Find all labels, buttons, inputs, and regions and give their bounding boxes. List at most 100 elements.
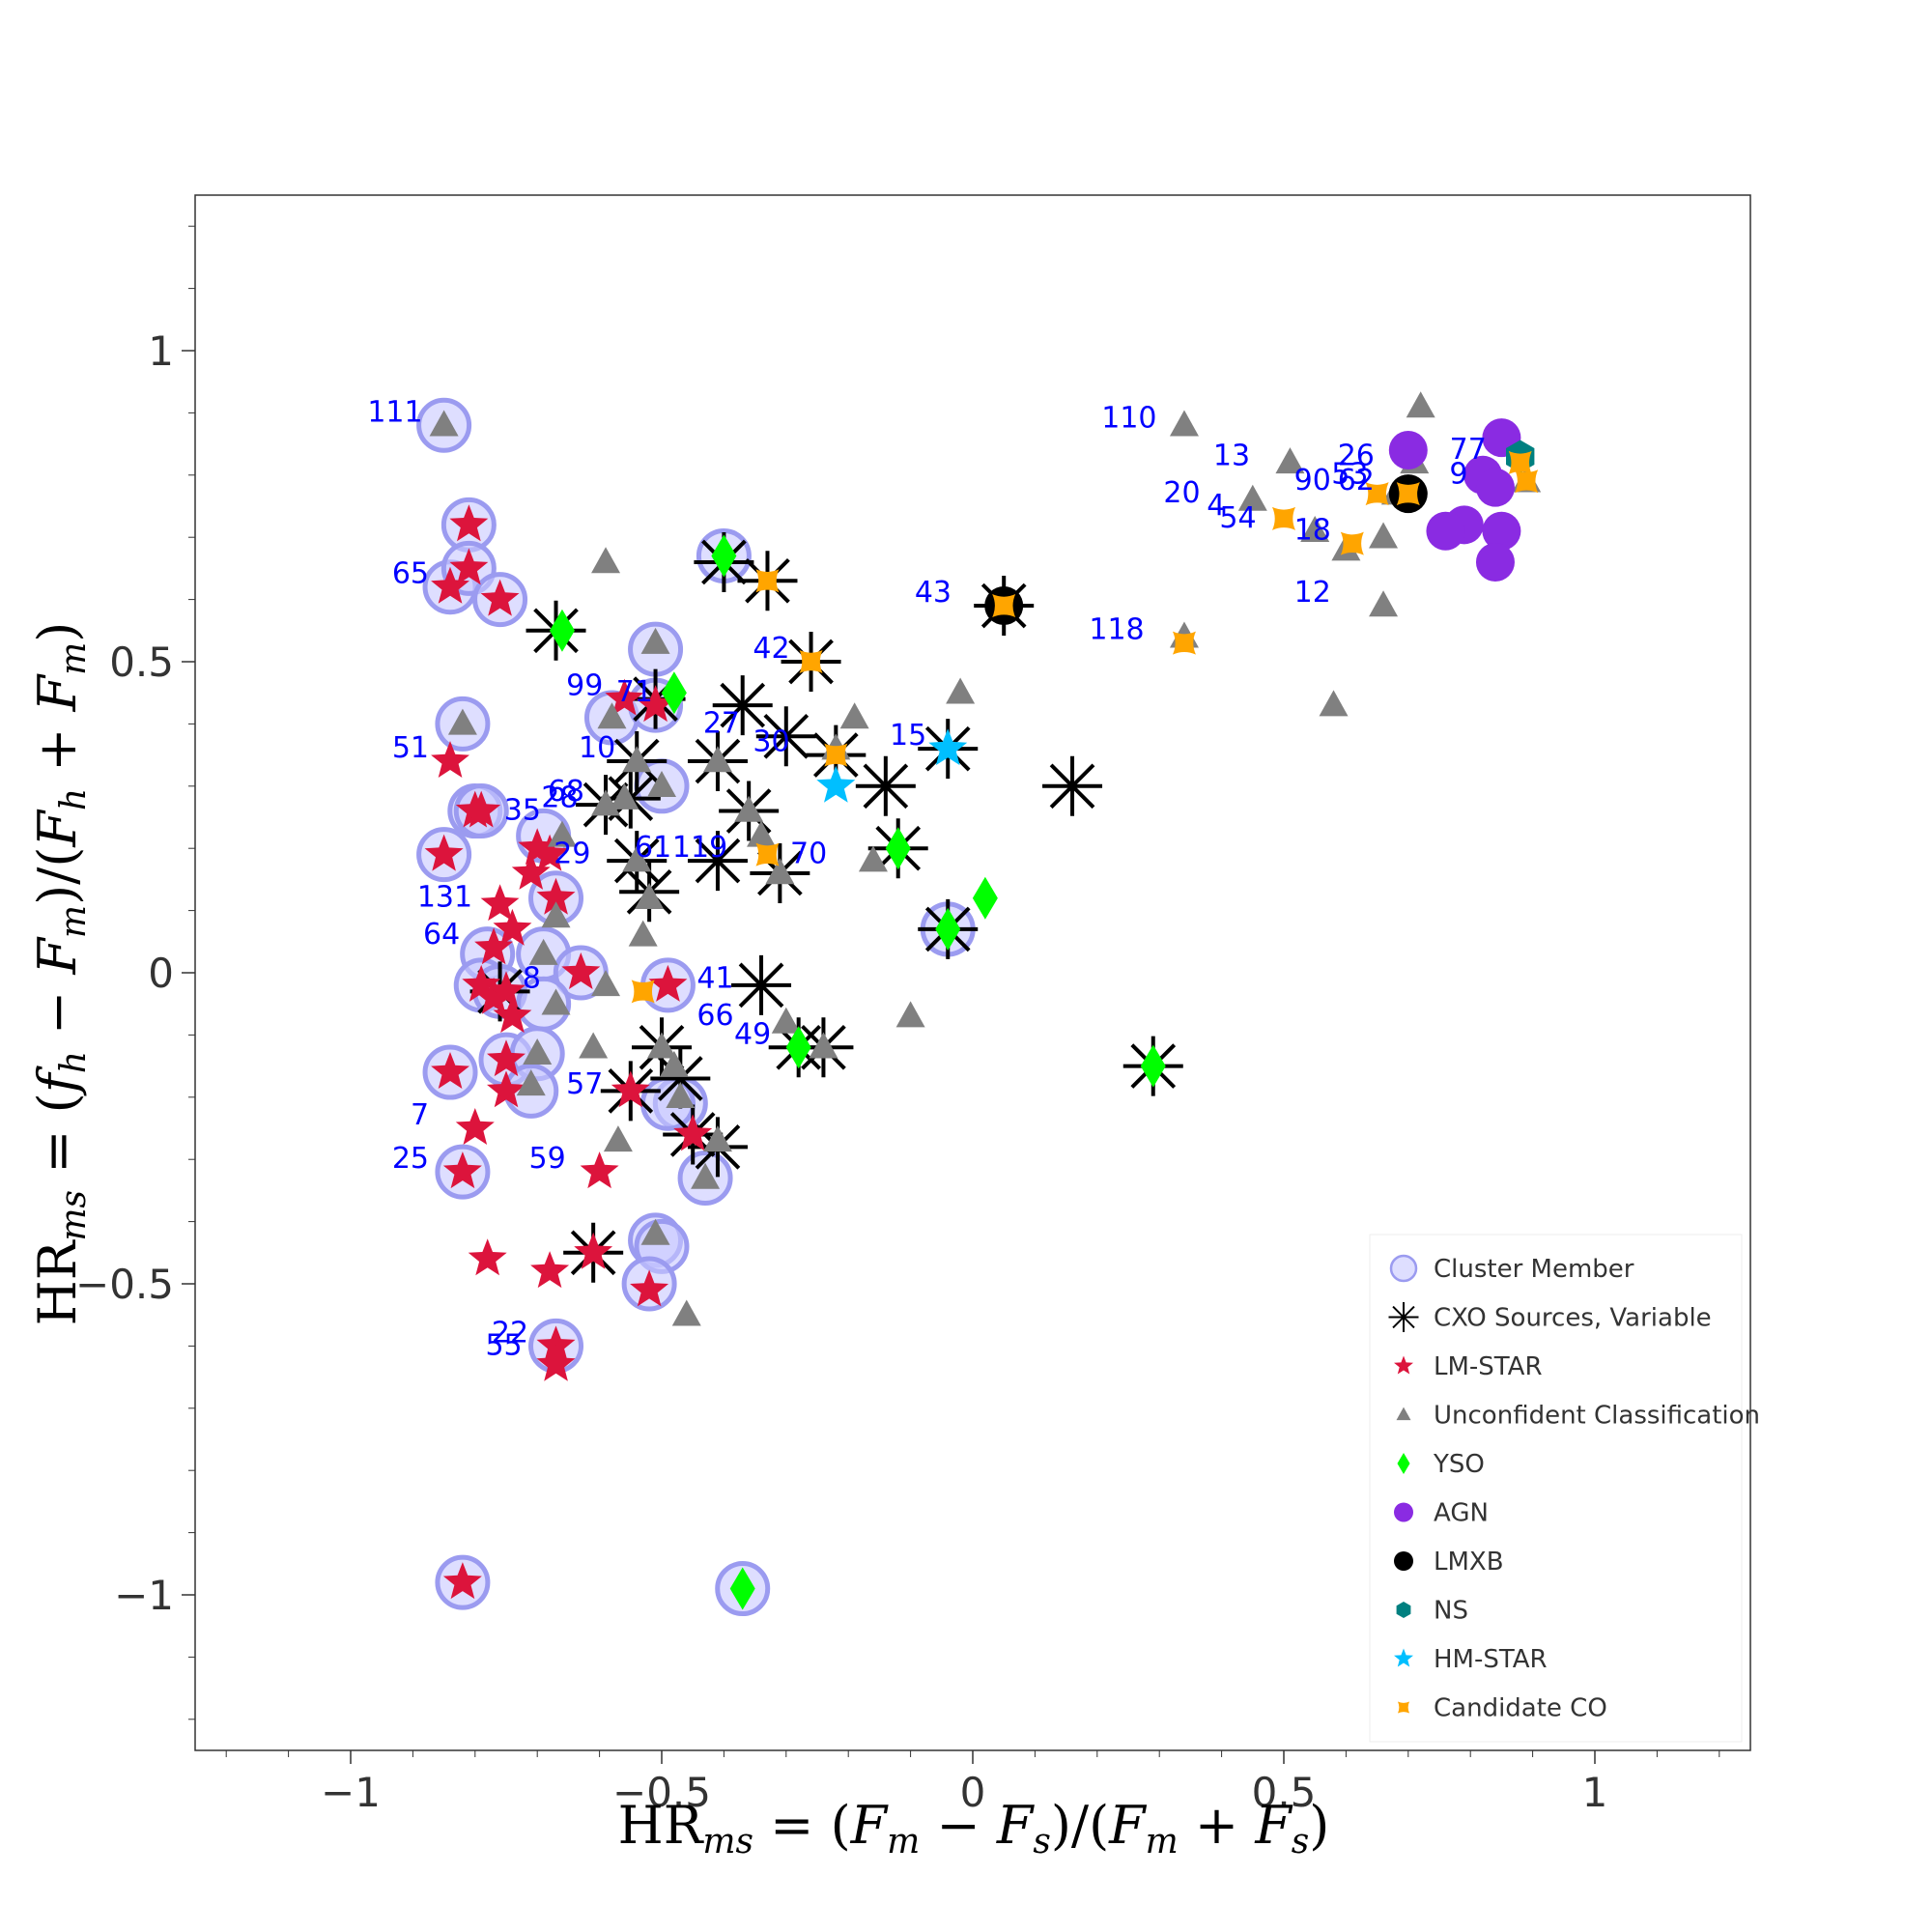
candidate-co-point bbox=[824, 743, 848, 767]
source-id-label: 118 bbox=[1089, 613, 1144, 647]
candidate-co-point bbox=[1508, 450, 1532, 474]
lm-star-point bbox=[518, 828, 557, 866]
candidate-co-point bbox=[1396, 482, 1420, 506]
legend: Cluster Member CXO Sources, Variable LM-ST… bbox=[1369, 1234, 1760, 1743]
lm-star-point bbox=[480, 884, 520, 922]
lm-star-point bbox=[673, 1114, 713, 1151]
source-id-label: 62 bbox=[1338, 464, 1375, 497]
unconfident-point bbox=[1275, 447, 1305, 474]
axis-ticks bbox=[182, 225, 1720, 1764]
legend-marker-star bbox=[1394, 1648, 1413, 1667]
lm-star-point bbox=[462, 964, 501, 1002]
variable-source-point bbox=[755, 706, 816, 767]
source-id-label: 15 bbox=[890, 719, 926, 753]
variable-source-point-stroke bbox=[657, 1056, 703, 1101]
legend-box bbox=[1369, 1234, 1743, 1743]
unconfident-point bbox=[659, 1050, 689, 1077]
unconfident-point bbox=[579, 1032, 609, 1059]
source-id-label: 42 bbox=[753, 632, 789, 666]
source-id-label: 53 bbox=[1331, 458, 1368, 492]
source-id-label: 8 bbox=[523, 961, 541, 995]
legend-label: YSO bbox=[1433, 1450, 1485, 1479]
source-id-label: 20 bbox=[1163, 476, 1200, 510]
y-tick-label: 0.5 bbox=[109, 639, 174, 686]
unconfident-point bbox=[640, 627, 670, 654]
unconfident-point bbox=[771, 1007, 801, 1034]
yso-point bbox=[785, 1026, 811, 1069]
source-id-label: 61 bbox=[635, 831, 671, 865]
unconfident-point bbox=[1319, 690, 1349, 717]
legend-label: LMXB bbox=[1434, 1548, 1504, 1577]
agn-series bbox=[1388, 418, 1521, 582]
unconfident-point bbox=[809, 1032, 838, 1059]
candidate-co-point bbox=[992, 594, 1016, 618]
source-id-label: 54 bbox=[1219, 501, 1256, 535]
variable-source-point-stroke bbox=[720, 682, 766, 728]
hm-star-point bbox=[816, 765, 856, 803]
lm-star-point bbox=[431, 741, 469, 778]
lm-star-point bbox=[648, 964, 688, 1002]
unconfident-point bbox=[647, 771, 676, 798]
agn-point bbox=[1388, 431, 1428, 470]
agn-point bbox=[1475, 468, 1515, 507]
source-id-label: 28 bbox=[541, 781, 578, 815]
source-id-label: 13 bbox=[1213, 439, 1250, 472]
yso-series bbox=[549, 534, 1166, 1610]
legend-marker-triangle bbox=[1396, 1406, 1411, 1421]
source-id-label: 66 bbox=[696, 999, 733, 1033]
lm-star-point bbox=[605, 678, 644, 716]
source-id-label: 110 bbox=[1101, 402, 1156, 436]
source-id-label: 77 bbox=[1450, 433, 1487, 467]
lm-star-point bbox=[431, 566, 469, 604]
lm-star-point bbox=[580, 1151, 619, 1189]
yso-point bbox=[935, 907, 961, 951]
legend-marker-candidate bbox=[1398, 1701, 1409, 1714]
source-id-label: 65 bbox=[392, 557, 429, 591]
lm-star-point bbox=[468, 1238, 507, 1276]
legend-marker-star bbox=[1394, 1355, 1413, 1375]
variable-source-point bbox=[855, 755, 916, 816]
unconfident-point bbox=[1369, 590, 1399, 617]
unconfident-point bbox=[747, 820, 777, 847]
lm-star-point bbox=[442, 1562, 482, 1600]
lm-star-point bbox=[536, 1344, 576, 1381]
source-id-label: 26 bbox=[1338, 439, 1375, 472]
source-id-label: 99 bbox=[566, 669, 603, 703]
lm-star-point bbox=[487, 1039, 526, 1077]
agn-point bbox=[1475, 542, 1515, 582]
candidate-co-point bbox=[799, 650, 823, 673]
variable-source-point bbox=[712, 675, 773, 736]
lm-star-point bbox=[611, 1070, 650, 1108]
lm-star-point bbox=[449, 504, 489, 542]
variable-source-point-stroke bbox=[695, 838, 741, 884]
source-id-label: 29 bbox=[554, 838, 590, 871]
lm-star-point bbox=[462, 790, 501, 828]
variable-source-point bbox=[731, 954, 792, 1015]
unconfident-point bbox=[516, 1069, 546, 1096]
lmstar-series bbox=[424, 504, 713, 1600]
yso-point bbox=[549, 609, 575, 652]
unconfident-point bbox=[858, 845, 888, 872]
source-id-label: 41 bbox=[696, 961, 733, 995]
unconfident-point bbox=[541, 988, 571, 1015]
source-id-label: 9 bbox=[1449, 458, 1467, 492]
variable-source-point-stroke bbox=[738, 962, 784, 1009]
candidate-co-point bbox=[755, 842, 780, 867]
variable-source-point-stroke bbox=[1049, 763, 1095, 810]
legend-marker-diamond bbox=[1397, 1453, 1410, 1474]
legend-label: Cluster Member bbox=[1434, 1255, 1634, 1284]
source-id-label: 43 bbox=[915, 576, 952, 610]
unconfident-point bbox=[640, 1218, 670, 1245]
unconfident-point bbox=[597, 702, 627, 729]
unconfident-point bbox=[541, 901, 571, 928]
variable-source-point-stroke bbox=[763, 713, 810, 759]
variable-source-point bbox=[1042, 755, 1103, 816]
unconfident-point bbox=[691, 1162, 721, 1189]
unconfident-point bbox=[628, 920, 658, 947]
unconfident-point bbox=[547, 820, 577, 847]
yso-point bbox=[972, 876, 998, 920]
unconfident-point bbox=[839, 702, 869, 729]
x-axis-title: HRms = (Fm − Fs)/(Fm + Fs) bbox=[618, 1795, 1330, 1861]
